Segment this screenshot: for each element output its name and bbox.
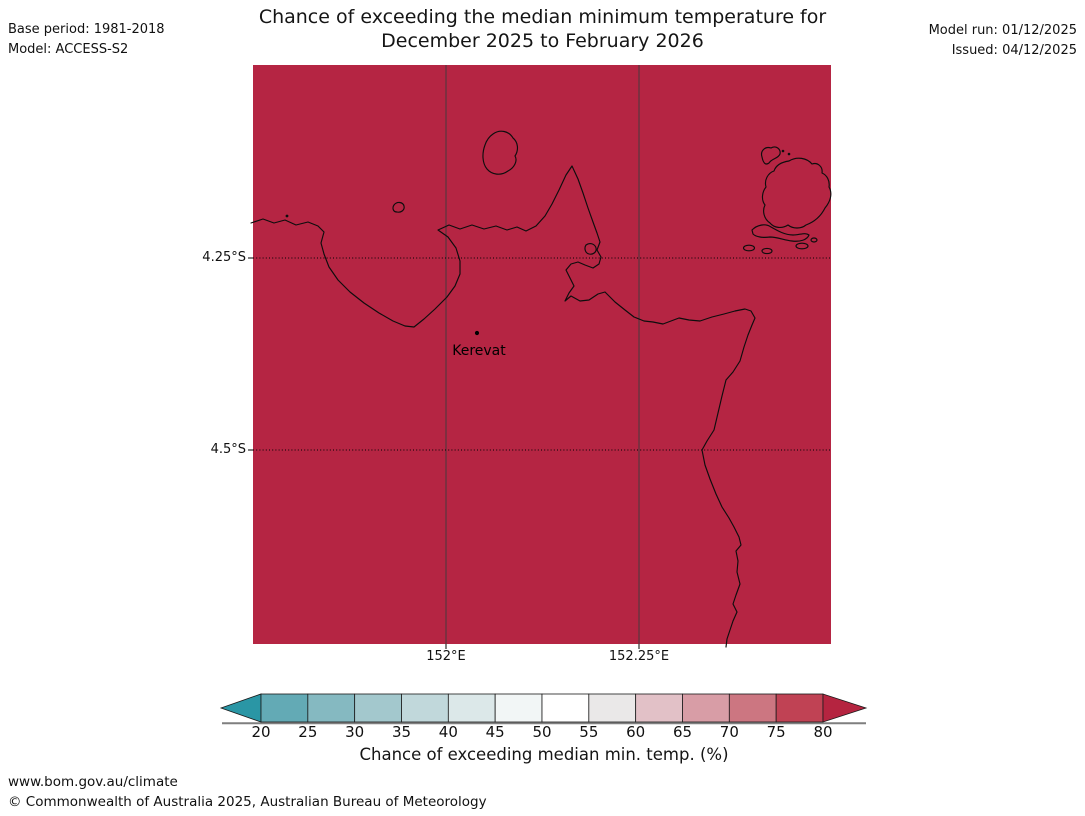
lat-label-4-5s: 4.5°S	[210, 442, 246, 457]
colorbar-tick-label: 70	[720, 723, 739, 740]
title-line-1: Chance of exceeding the median minimum t…	[258, 6, 827, 28]
colorbar-tick-label: 60	[626, 723, 645, 740]
place-label: Kerevat	[452, 343, 506, 359]
coastline-ne-islet-3	[795, 242, 809, 250]
colorbar-segment	[494, 693, 543, 723]
lon-label-152-25e: 152.25°E	[608, 649, 670, 664]
colorbar-segment	[447, 693, 496, 723]
run-info-block: Model run: 01/12/2025 Issued: 04/12/2025	[929, 21, 1077, 60]
colorbar-tick-label: 35	[392, 723, 411, 740]
title-line-2: December 2025 to February 2026	[381, 29, 704, 52]
coastline-ne-island-a	[760, 146, 781, 165]
colorbar-label: Chance of exceeding median min. temp. (%…	[359, 745, 729, 764]
colorbar-segment	[588, 693, 637, 723]
colorbar-segment	[260, 693, 309, 723]
colorbar-tick-label: 25	[298, 723, 317, 740]
model-text: Model: ACCESS-S2	[8, 41, 129, 57]
colorbar-tick-label: 40	[439, 723, 458, 740]
coastline-ne-islet-dot-1	[781, 149, 785, 153]
lat-label-4-25s: 4.25°S	[202, 250, 246, 265]
model-run-text: Model run: 01/12/2025	[928, 23, 1077, 38]
colorbar-tick-label: 80	[813, 723, 832, 740]
colorbar-segment	[307, 693, 356, 723]
colorbar-tick-label: 30	[345, 723, 364, 740]
colorbar-segment	[635, 693, 683, 723]
place-marker-dot	[474, 330, 480, 336]
colorbar-tick-label: 75	[767, 723, 786, 740]
colorbar-segment	[775, 693, 824, 723]
colorbar-segment	[541, 693, 590, 723]
base-period-block: Base period: 1981-2018 Model: ACCESS-S2	[8, 20, 165, 59]
coastline-ne-island-b	[761, 157, 832, 229]
map-fill	[253, 65, 831, 644]
coastline-ne-islet-1	[742, 244, 756, 252]
colorbar-segment	[682, 693, 730, 723]
colorbar-segment	[354, 693, 402, 723]
coastlines	[250, 130, 832, 648]
lon-label-152e: 152°E	[426, 649, 466, 664]
issued-text: Issued: 04/12/2025	[951, 42, 1077, 58]
colorbar-tick-label: 45	[486, 723, 505, 740]
coastline-ne-islet-4	[810, 237, 818, 243]
colorbar-under-arrow	[219, 693, 262, 723]
forecast-map: Kerevat	[248, 65, 832, 649]
coastline-ne-islet-2	[761, 247, 773, 255]
colorbar-over-arrow	[822, 693, 868, 723]
colorbar-tick-label: 65	[673, 723, 692, 740]
coastline-ne-island-b-south	[751, 224, 810, 242]
coastline-ne-islet-dot-2	[787, 152, 791, 156]
footer-url: www.bom.gov.au/climate	[8, 774, 178, 790]
coastline-bay-islet	[584, 243, 597, 255]
map-svg: Kerevat	[248, 65, 832, 649]
coastline-west-islet	[392, 201, 405, 213]
colorbar-tick-label: 50	[532, 723, 551, 740]
page-title: Chance of exceeding the median minimum t…	[0, 6, 1085, 53]
coastline-tiny-islet-west	[285, 214, 289, 218]
colorbar-svg: 20 25 30 35 40 45 50 55 60 65 70 75 80	[219, 693, 868, 741]
coastline-mainland	[250, 165, 756, 648]
colorbar-segment	[401, 693, 449, 723]
coastline-watom-island	[482, 130, 519, 175]
colorbar: 20 25 30 35 40 45 50 55 60 65 70 75 80	[219, 692, 869, 744]
colorbar-tick-label: 20	[251, 723, 270, 740]
colorbar-segment	[728, 693, 777, 723]
footer-copyright: © Commonwealth of Australia 2025, Austra…	[8, 794, 487, 810]
colorbar-tick-label: 55	[579, 723, 598, 740]
base-period-text: Base period: 1981-2018	[8, 22, 165, 37]
